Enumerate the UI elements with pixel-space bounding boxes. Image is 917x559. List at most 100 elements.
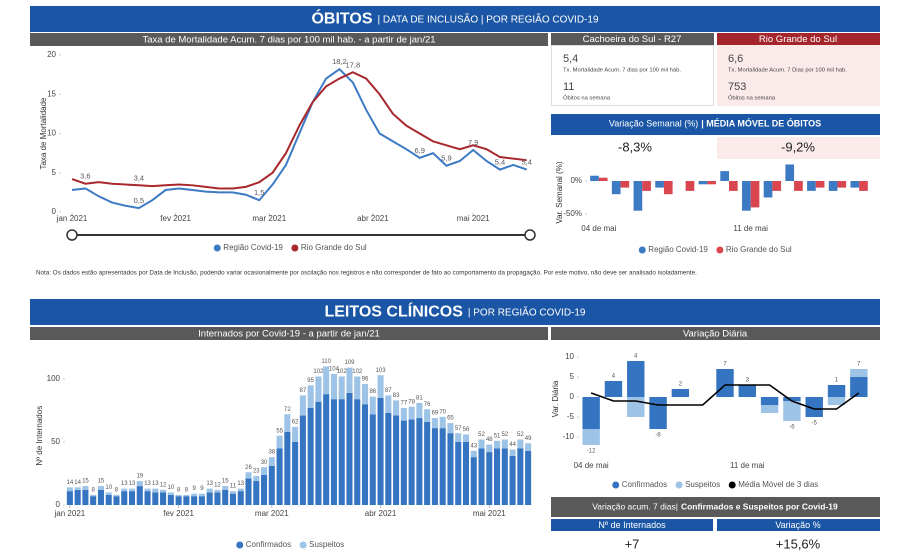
data-label: -12: [587, 449, 596, 455]
chart-title: Taxa de Mortalidade Acum. 7 dias por 100…: [142, 35, 435, 46]
data-label: 30: [261, 460, 268, 466]
bar-segment: [850, 369, 868, 377]
section-bar: [551, 114, 880, 135]
y-tick-label: 0: [52, 207, 57, 216]
series-line: [71, 71, 527, 190]
card: [717, 137, 880, 159]
legend-label: Suspeitos: [685, 480, 720, 489]
bar-segment: [447, 423, 454, 434]
variation-subtitle: | MÉDIA MÓVEL DE ÓBITOS: [701, 118, 821, 129]
bar-segment: [509, 455, 516, 505]
data-label: 96: [362, 377, 369, 383]
bar-segment: [400, 420, 407, 505]
data-label: 7: [723, 362, 727, 368]
bar: [807, 181, 816, 191]
bar-segment: [369, 396, 376, 415]
card-rate: 5,4: [563, 53, 578, 65]
header-bar: [30, 299, 880, 325]
x-tick-label: 04 de mai: [581, 224, 616, 233]
x-tick-label: 11 de mai: [730, 461, 765, 470]
bar: [815, 181, 825, 188]
bar-segment: [214, 492, 221, 505]
data-label: 11: [230, 484, 237, 490]
bar-segment: [113, 494, 120, 497]
bar-segment: [361, 384, 369, 405]
bar-segment: [431, 418, 438, 429]
bar-segment: [121, 488, 128, 492]
bar-segment: [292, 442, 299, 505]
bar-segment: [315, 401, 322, 505]
legend-label: Rio Grande do Sul: [301, 243, 367, 252]
chart-title: Internados por Covid-19 - a partir de ja…: [198, 329, 380, 340]
data-label: 83: [393, 393, 400, 399]
bar: [707, 181, 716, 185]
legend-marker: [236, 541, 244, 549]
data-label: 9: [192, 486, 196, 492]
data-label: -6: [789, 425, 795, 431]
legend-marker: [213, 244, 221, 252]
data-label: 62: [292, 419, 299, 425]
legend-marker: [299, 541, 307, 549]
bar: [742, 181, 751, 211]
bar-segment: [525, 443, 532, 451]
bar-segment: [261, 467, 268, 475]
bar: [720, 171, 729, 181]
bar-segment: [183, 494, 190, 497]
y-tick-label: -50%: [563, 209, 582, 218]
legend-label: Região Covid-19: [223, 243, 283, 252]
x-tick-label: jan 2021: [56, 214, 88, 223]
bar-segment: [760, 397, 779, 405]
legend: Região Covid-19 Rio Grande do Sul: [638, 245, 792, 254]
x-tick-label: mai 2021: [457, 214, 490, 223]
data-label: 0,5: [134, 196, 144, 205]
bar-segment: [307, 407, 314, 505]
data-label: 2: [679, 382, 683, 388]
bar-segment: [97, 486, 104, 490]
bar-segment: [338, 399, 345, 505]
bar: [750, 181, 760, 208]
bar-segment: [716, 369, 734, 397]
x-tick-label: jan 2021: [54, 509, 86, 518]
column-title: Nº de Internados: [598, 520, 666, 530]
bar-segment: [315, 376, 322, 402]
bar-segment: [284, 431, 291, 505]
bar-segment: [501, 448, 508, 505]
summary-subtitle: Confirmados e Suspeitos por Covid-19: [681, 502, 838, 512]
bar-segment: [627, 397, 645, 417]
slider-handle[interactable]: [524, 229, 536, 241]
weekly-change: -9,2%: [781, 139, 815, 154]
slider-handle[interactable]: [66, 229, 78, 241]
data-label: 13: [129, 481, 136, 487]
y-tick-label: 100: [47, 374, 61, 383]
bar-segment: [850, 377, 868, 397]
bar-segment: [408, 406, 415, 420]
data-label: 5,4: [521, 158, 531, 167]
legend-label: Confirmados: [246, 540, 291, 549]
header: ÓBITOS | DATA DE INCLUSÃO | POR REGIÃO CO…: [311, 9, 598, 28]
bar-segment: [346, 367, 353, 393]
bar-segment: [462, 434, 470, 442]
bar-segment: [136, 486, 143, 505]
data-label: 10: [168, 485, 175, 491]
bar-segment: [167, 492, 174, 495]
bar-segment: [760, 405, 779, 413]
bar-segment: [152, 488, 159, 493]
bar-segment: [330, 399, 337, 505]
bar-segment: [649, 397, 667, 429]
bar: [772, 181, 782, 191]
bar: [611, 181, 621, 195]
data-label: 14: [67, 480, 74, 486]
section-bar: [551, 497, 880, 517]
y-axis-title: Nº de Internados: [35, 406, 44, 466]
bar-segment: [206, 488, 213, 493]
bar-segment: [346, 392, 353, 505]
bar-segment: [424, 421, 431, 505]
data-label: 15: [82, 479, 89, 485]
legend-label: Região Covid-19: [648, 245, 708, 254]
data-label: 9: [200, 486, 204, 492]
bar-segment: [66, 491, 73, 505]
bar-segment: [439, 416, 446, 429]
y-tick-label: 0: [56, 500, 61, 509]
data-label: 57: [455, 426, 462, 432]
data-label: 13: [121, 481, 128, 487]
